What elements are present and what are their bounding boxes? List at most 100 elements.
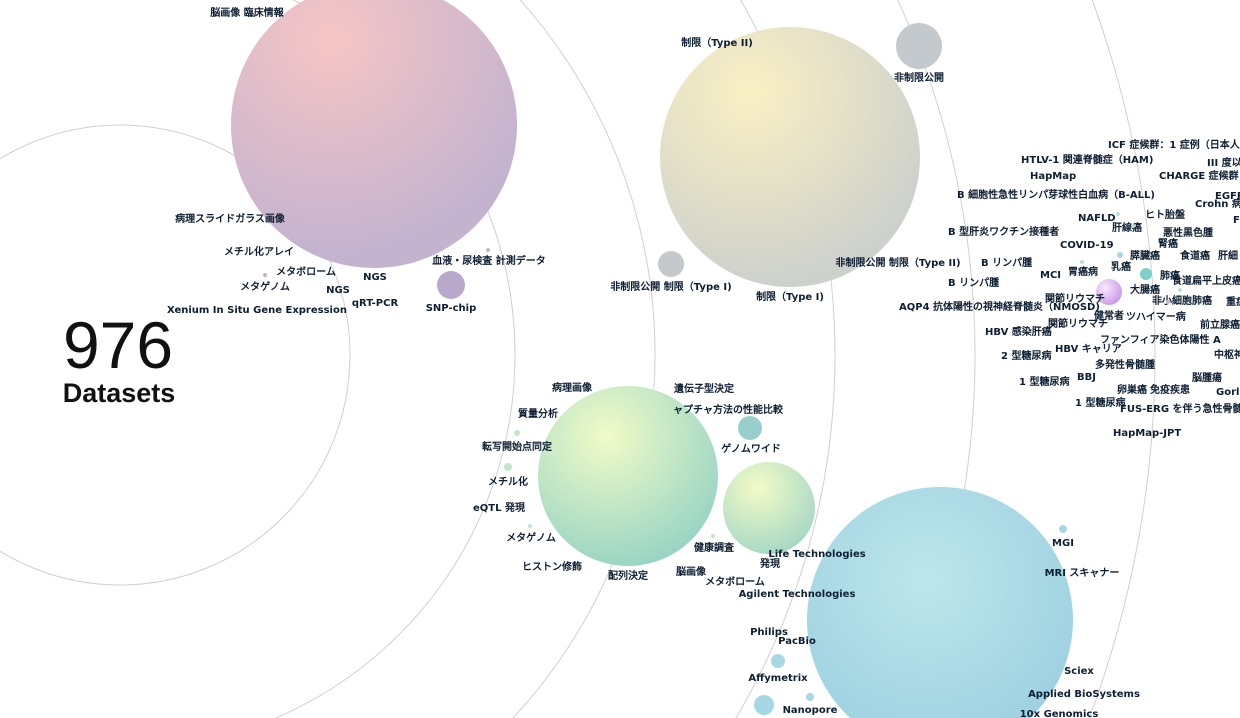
- bubble-label[interactable]: HBV キャリア: [1055, 343, 1122, 355]
- bubble-label[interactable]: 腎癌: [1158, 237, 1178, 250]
- bubble-pacbio[interactable]: [806, 693, 814, 701]
- bubble-label[interactable]: 病理スライドガラス画像: [175, 212, 286, 225]
- bubble-label[interactable]: 卵巣癌: [1117, 383, 1147, 396]
- bubble-tss[interactable]: [514, 430, 520, 436]
- bubble-label[interactable]: 1 型糖尿病: [1075, 396, 1125, 409]
- bubble-label[interactable]: Nanopore: [783, 705, 838, 716]
- bubble-label[interactable]: 非制限公開 制限（Type I): [610, 280, 731, 293]
- bubble-label[interactable]: 乳癌: [1111, 260, 1131, 273]
- bubble-label[interactable]: ファンフィア染色体陽性 A: [1100, 333, 1221, 346]
- bubble-label[interactable]: 血液・尿検査 計測データ: [432, 254, 545, 267]
- bubble-label[interactable]: MGI: [1052, 538, 1074, 549]
- bubble-label[interactable]: eQTL 発現: [473, 501, 525, 514]
- bubble-label[interactable]: 中枢神: [1214, 348, 1240, 361]
- bubble-study-type[interactable]: [538, 386, 718, 566]
- bubble-label[interactable]: 健康調査: [694, 541, 735, 554]
- bubble-label[interactable]: 健常者: [1094, 309, 1124, 322]
- bubble-nanopore[interactable]: [754, 695, 774, 715]
- bubble-label[interactable]: Agilent Technologies: [739, 589, 856, 600]
- bubble-label[interactable]: NAFLD: [1078, 213, 1116, 224]
- bubble-label[interactable]: Xenium In Situ Gene Expression: [167, 305, 347, 316]
- bubble-label[interactable]: CHARGE 症候群: [1159, 169, 1239, 182]
- bubble-label[interactable]: 脳画像 臨床情報: [210, 6, 284, 19]
- bubble-label[interactable]: FUS-ERG を伴う急性骨髄: [1120, 402, 1240, 415]
- bubble-label[interactable]: COVID-19: [1060, 240, 1114, 251]
- bubble-label[interactable]: ICF 症候群：1 症例（日本人）: [1108, 138, 1240, 151]
- bubble-label[interactable]: 制限（Type I): [756, 290, 824, 303]
- bubble-label[interactable]: qRT-PCR: [352, 298, 399, 309]
- bubble-label[interactable]: PacBio: [778, 636, 816, 647]
- bubble-label[interactable]: Sciex: [1064, 666, 1094, 677]
- bubble-label[interactable]: 悪性黒色腫: [1163, 226, 1213, 239]
- bubble-label[interactable]: 胃癌病: [1068, 265, 1098, 278]
- bubble-label[interactable]: 肺癌: [1160, 269, 1180, 282]
- bubble-label[interactable]: NGS: [326, 285, 350, 296]
- bubble-label[interactable]: 前立腺癌: [1200, 318, 1240, 331]
- bubble-label[interactable]: F: [1233, 215, 1240, 226]
- bubble-label[interactable]: 食道癌: [1179, 249, 1210, 262]
- bubble-label[interactable]: B リンパ腫: [981, 256, 1032, 269]
- bubble-label[interactable]: 配列決定: [608, 569, 648, 582]
- bubble-label[interactable]: HapMap: [1030, 171, 1076, 182]
- bubble-label[interactable]: 関節リウマチ: [1045, 292, 1105, 305]
- bubble-label[interactable]: HTLV-1 関連脊髄症（HAM): [1021, 153, 1153, 166]
- bubble-access-level[interactable]: [660, 27, 920, 287]
- bubble-label[interactable]: Life Technologies: [768, 549, 865, 560]
- bubble-label[interactable]: Philips: [750, 627, 788, 638]
- bubble-label[interactable]: ャプチャ方法の性能比較: [673, 403, 784, 416]
- bubble-label[interactable]: III 度以: [1207, 156, 1240, 169]
- bubble-affymetrix[interactable]: [771, 654, 785, 668]
- bubble-blood[interactable]: [486, 248, 490, 252]
- bubble-label[interactable]: SNP-chip: [426, 303, 477, 314]
- bubble-label[interactable]: BBJ: [1077, 372, 1096, 383]
- bubble-label[interactable]: 脳画像: [676, 565, 707, 578]
- bubble-restricted-type1[interactable]: [658, 251, 684, 277]
- bubble-label[interactable]: 肝細: [1218, 249, 1238, 262]
- bubble-label[interactable]: EGFR: [1215, 191, 1240, 202]
- bubble-methylation[interactable]: [504, 463, 512, 471]
- bubble-label[interactable]: B 細胞性急性リンパ芽球性白血病（B-ALL): [957, 188, 1155, 201]
- bubble-label[interactable]: メチル化アレイ: [224, 245, 294, 258]
- bubble-label[interactable]: ゲノムワイド: [721, 442, 781, 455]
- bubble-label[interactable]: B 型肝炎ワクチン接種者: [948, 225, 1059, 238]
- bubble-label[interactable]: メチル化: [488, 475, 528, 488]
- bubble-label[interactable]: 脳腫瘍: [1192, 371, 1222, 384]
- bubble-mgi[interactable]: [1059, 525, 1067, 533]
- bubble-label[interactable]: 免疫疾患: [1150, 383, 1190, 396]
- bubble-platform[interactable]: [807, 487, 1073, 718]
- bubble-label[interactable]: Crohn 病: [1195, 197, 1240, 210]
- bubble-label[interactable]: メタゲノム: [506, 531, 556, 544]
- bubble-label[interactable]: 重症: [1226, 295, 1240, 308]
- bubble-label[interactable]: 食道扁平上皮癌: [1171, 274, 1240, 287]
- bubble-label[interactable]: MRI スキャナー: [1045, 567, 1120, 579]
- bubble-label[interactable]: 肝線癌: [1112, 221, 1142, 234]
- bubble-label[interactable]: NGS: [363, 272, 387, 283]
- bubble-label[interactable]: 遺伝子型決定: [673, 382, 734, 395]
- bubble-label[interactable]: ヒストン修飾: [522, 560, 582, 573]
- bubble-label[interactable]: B リンパ腫: [948, 276, 999, 289]
- bubble-label[interactable]: 1 型糖尿病: [1019, 375, 1069, 388]
- bubble-disease-dot[interactable]: [1096, 279, 1122, 305]
- bubble-label[interactable]: 質量分析: [518, 407, 558, 420]
- bubble-label[interactable]: AQP4 抗体陽性の視神経脊髄炎（NMOSD): [899, 300, 1100, 313]
- bubble-label[interactable]: ヒト胎盤: [1145, 208, 1186, 221]
- bubble-label[interactable]: 制限（Type II): [681, 36, 753, 49]
- bubble-label[interactable]: メタゲノム: [240, 280, 290, 293]
- bubble-label[interactable]: メタボローム: [276, 265, 336, 278]
- bubble-genome-wide[interactable]: [738, 416, 762, 440]
- bubble-label[interactable]: 非制限公開: [894, 71, 944, 84]
- bubble-label[interactable]: 非制限公開 制限（Type II): [835, 256, 960, 269]
- bubble-label[interactable]: Affymetrix: [748, 673, 808, 684]
- bubble-label[interactable]: MCI: [1040, 270, 1061, 281]
- bubble-label[interactable]: 大腸癌: [1130, 283, 1160, 296]
- bubble-label[interactable]: 病理画像: [552, 381, 593, 394]
- bubble-label[interactable]: メタボローム: [705, 575, 765, 588]
- bubble-disease-teal[interactable]: [1140, 268, 1152, 280]
- bubble-label[interactable]: Gorli: [1216, 387, 1240, 398]
- bubble-unrestricted[interactable]: [896, 23, 942, 69]
- bubble-label[interactable]: Applied BioSystems: [1028, 689, 1140, 700]
- bubble-label[interactable]: HapMap-JPT: [1113, 428, 1181, 439]
- bubble-label[interactable]: 膵臓癌: [1130, 249, 1160, 262]
- bubble-label[interactable]: HBV 感染肝癌: [985, 325, 1052, 338]
- bubble-study-type-small[interactable]: [723, 462, 815, 554]
